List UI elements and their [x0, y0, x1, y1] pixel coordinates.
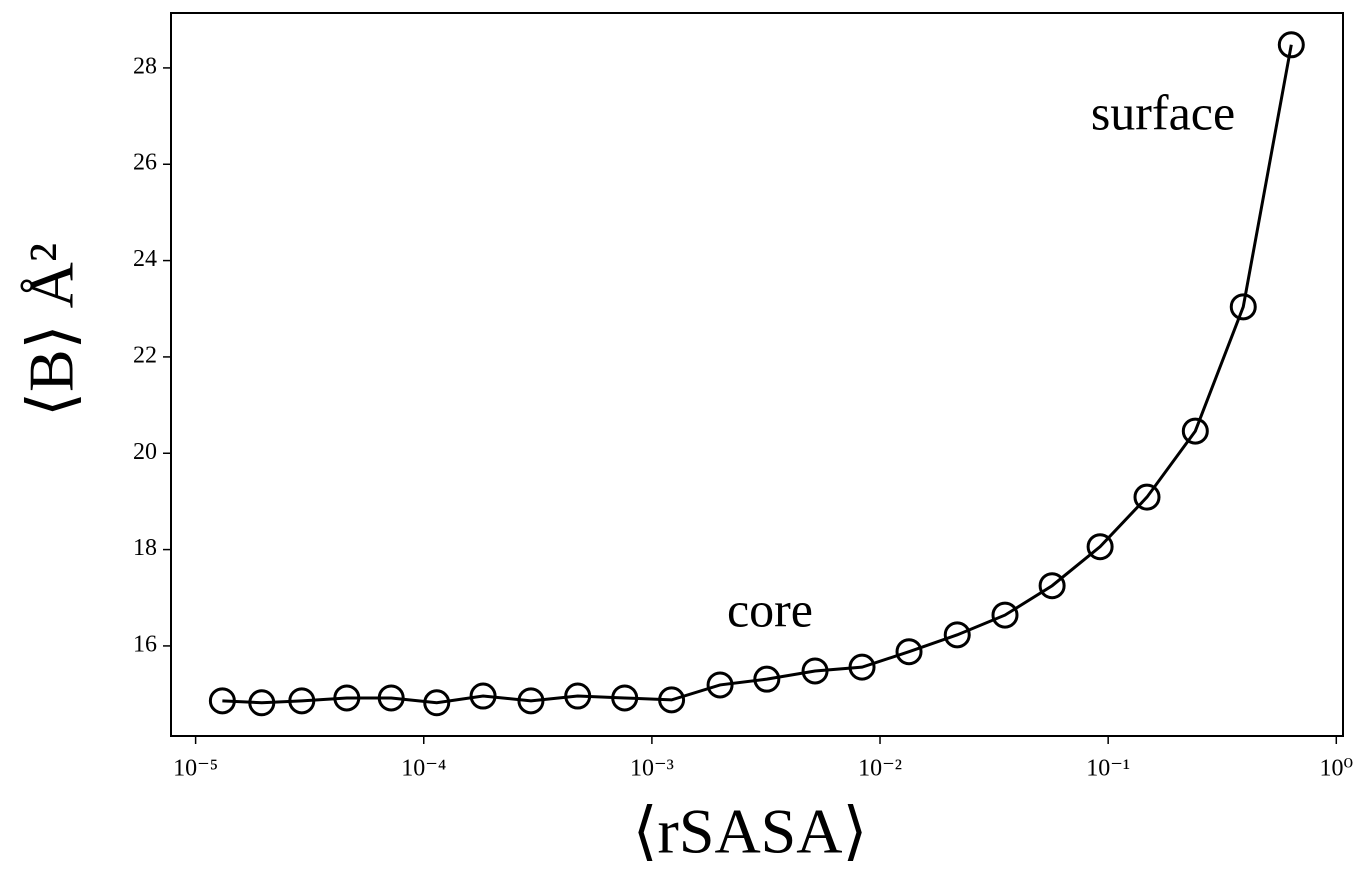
- data-point: [288, 687, 316, 715]
- y-tick-label: 20: [133, 439, 157, 465]
- data-point: [991, 601, 1019, 629]
- data-point: [377, 684, 405, 712]
- data-point: [1277, 31, 1305, 59]
- y-tick-label: 26: [133, 150, 157, 176]
- x-axis-label: ⟨rSASA⟩: [633, 796, 868, 867]
- data-point: [611, 684, 639, 712]
- data-point: [469, 682, 497, 710]
- data-point: [517, 687, 545, 715]
- data-point: [753, 665, 781, 693]
- data-point: [1133, 483, 1161, 511]
- data-point: [801, 657, 829, 685]
- data-point: [248, 689, 276, 717]
- data-point: [208, 687, 236, 715]
- data-point: [333, 684, 361, 712]
- annotation: core: [727, 581, 813, 637]
- data-point: [1181, 417, 1209, 445]
- data-point: [848, 653, 876, 681]
- y-tick-label: 28: [133, 53, 157, 79]
- x-tick-label: 10⁻⁴: [401, 756, 446, 782]
- data-point: [1038, 572, 1066, 600]
- data-point: [1086, 533, 1114, 561]
- data-point: [1229, 293, 1257, 321]
- plot-frame: [170, 12, 1344, 737]
- y-tick-label: 16: [133, 631, 157, 657]
- y-tick-label: 24: [133, 246, 157, 272]
- data-point: [564, 682, 592, 710]
- data-point: [943, 621, 971, 649]
- annotation: surface: [1091, 84, 1235, 140]
- x-tick-label: 10⁻⁵: [173, 756, 218, 782]
- y-tick-label: 18: [133, 535, 157, 561]
- data-point: [895, 638, 923, 666]
- x-tick-label: 10⁻²: [858, 756, 902, 782]
- y-tick-label: 22: [133, 342, 157, 368]
- x-tick-label: 10⁻³: [630, 756, 674, 782]
- y-axis-label: ⟨B⟩ Å²: [16, 243, 87, 417]
- data-point: [706, 671, 734, 699]
- data-point: [658, 686, 686, 714]
- x-tick-label: 10⁻¹: [1086, 756, 1130, 782]
- x-tick-label: 10⁰: [1319, 756, 1353, 782]
- data-point: [423, 689, 451, 717]
